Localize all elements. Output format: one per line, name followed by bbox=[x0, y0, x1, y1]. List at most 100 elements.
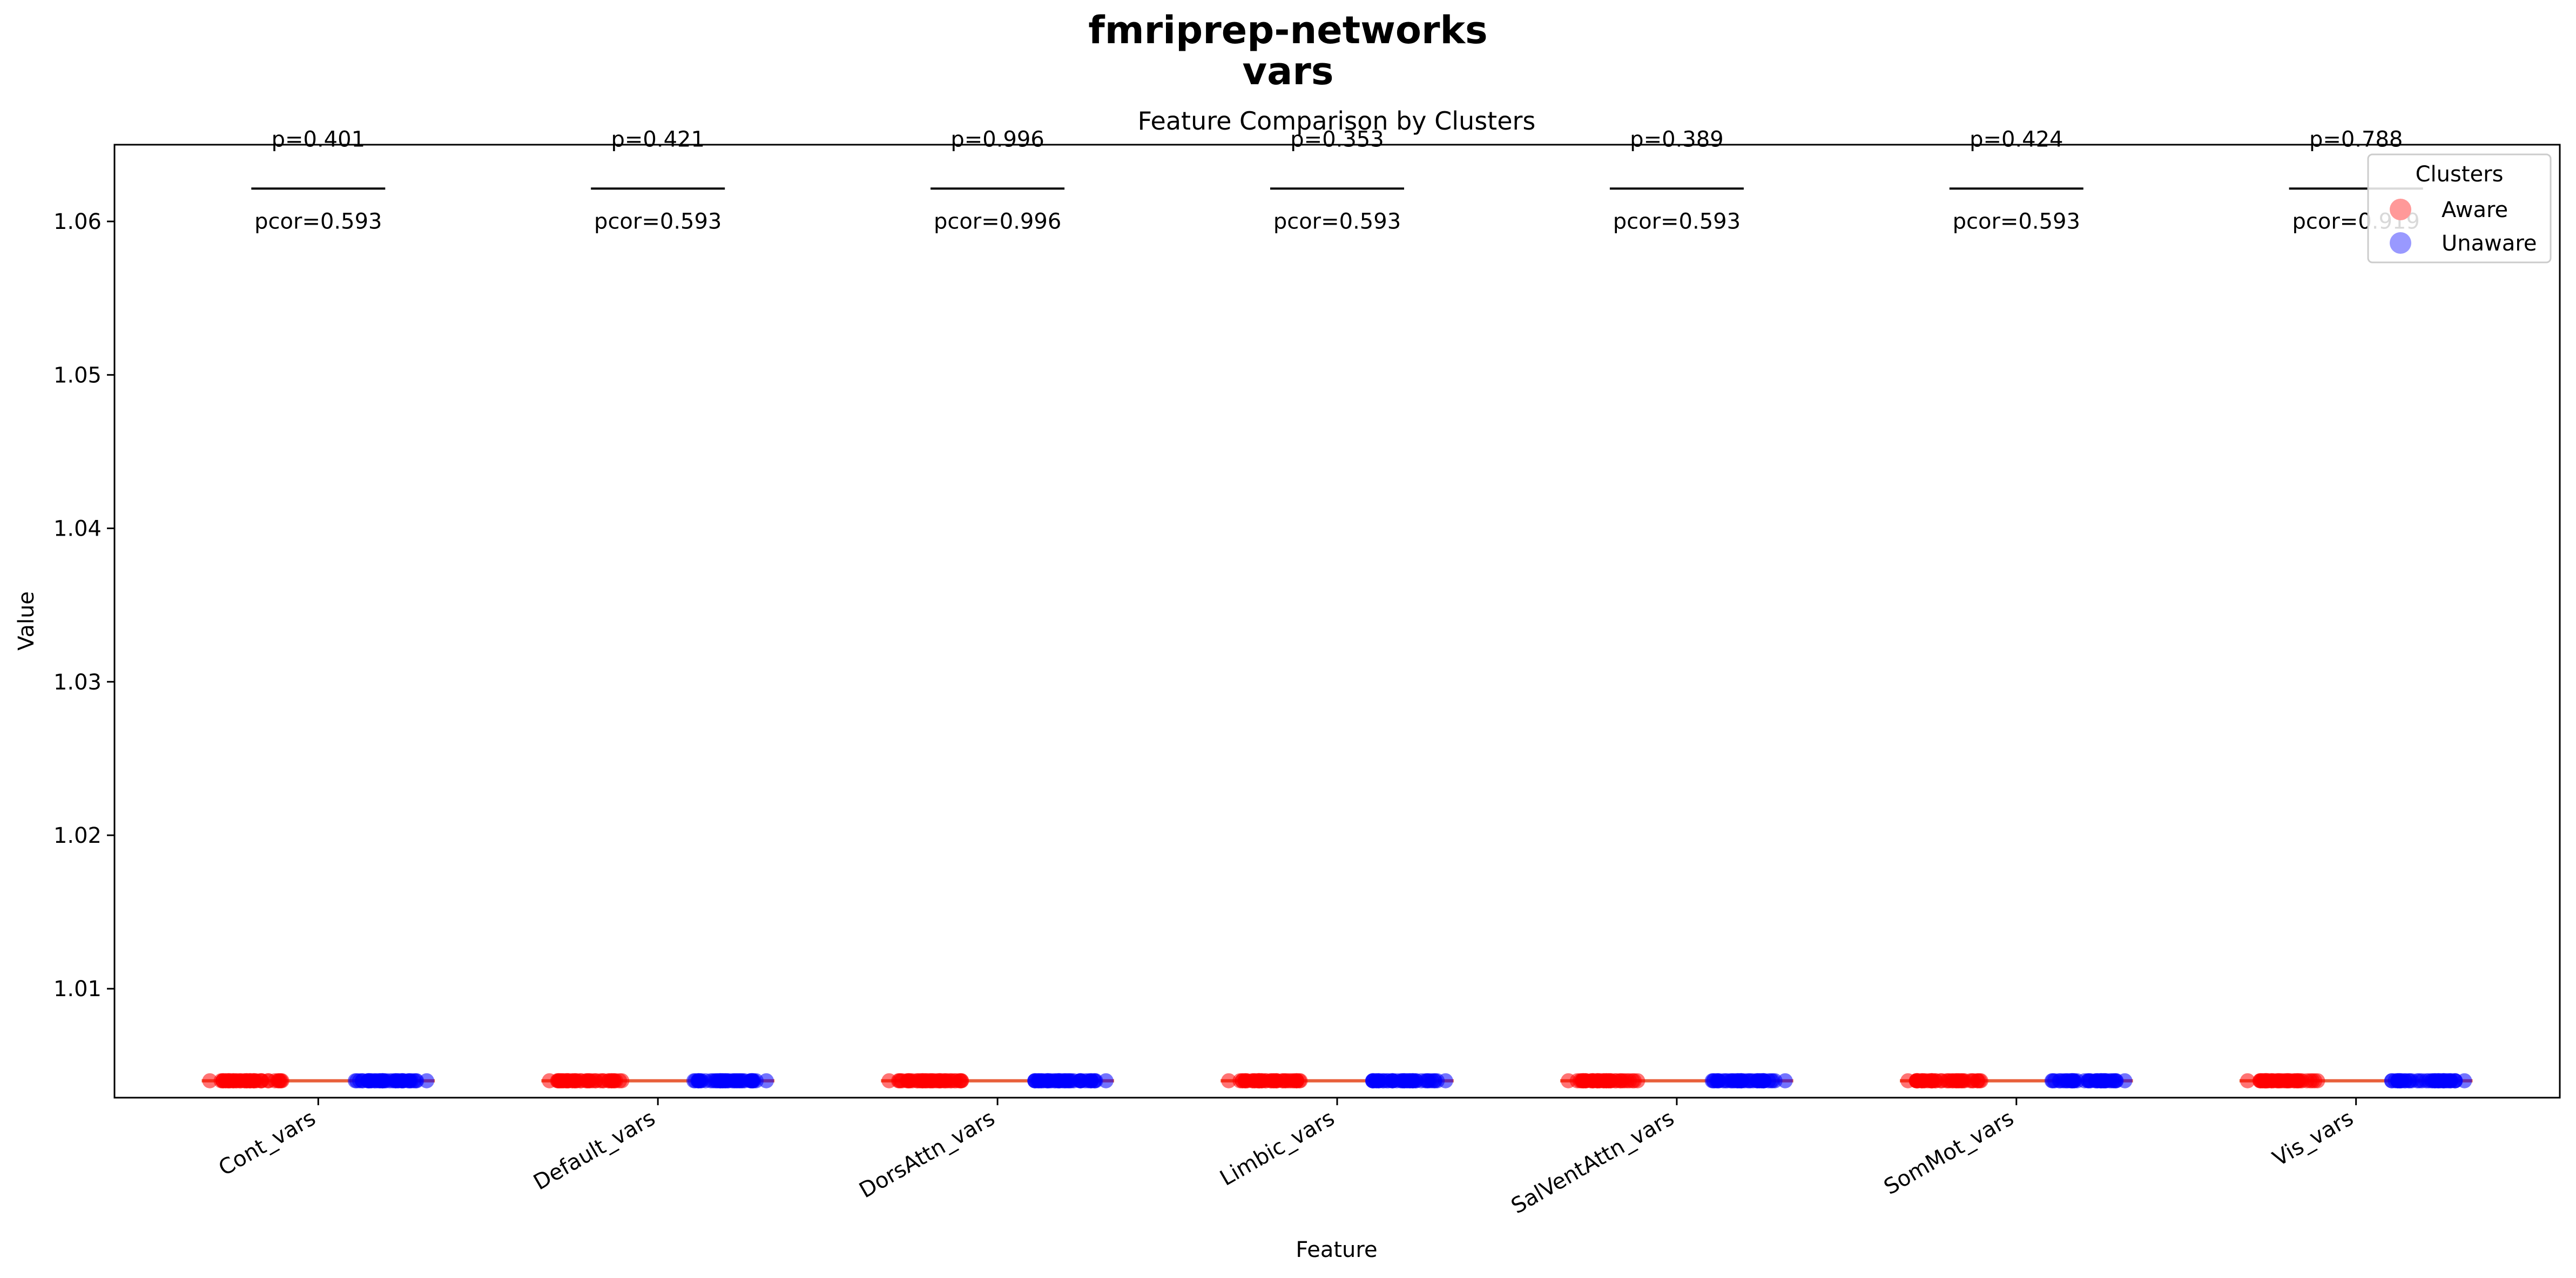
aware-point bbox=[270, 1073, 286, 1088]
aware-point bbox=[943, 1073, 959, 1088]
unaware-point bbox=[693, 1073, 709, 1088]
unaware-point bbox=[2457, 1073, 2472, 1088]
unaware-point bbox=[2064, 1073, 2079, 1088]
plot-layer: p=0.401 pcor=0.593 p=0.421 pcor=0.593 p=0.99… bbox=[201, 127, 2473, 1088]
unaware-point bbox=[1777, 1073, 1793, 1088]
p-value-label: p=0.401 bbox=[272, 127, 365, 152]
aware-point bbox=[542, 1073, 557, 1088]
unaware-point bbox=[1369, 1073, 1385, 1088]
aware-point bbox=[246, 1073, 261, 1088]
unaware-point bbox=[1710, 1073, 1726, 1088]
x-tick-label: Limbic_vars bbox=[1216, 1106, 1339, 1191]
pcor-value-label: pcor=0.593 bbox=[1613, 209, 1741, 234]
aware-point bbox=[1292, 1073, 1308, 1088]
legend-label-unaware: Unaware bbox=[2442, 231, 2537, 256]
legend-label-aware: Aware bbox=[2442, 198, 2508, 222]
unaware-point bbox=[1438, 1073, 1453, 1088]
aware-point bbox=[1928, 1073, 1944, 1088]
aware-point bbox=[1232, 1073, 1248, 1088]
pcor-value-label: pcor=0.593 bbox=[1273, 209, 1401, 234]
unaware-point bbox=[2391, 1073, 2407, 1088]
aware-point bbox=[881, 1073, 897, 1088]
figure-suptitle-line2: vars bbox=[1242, 49, 1334, 93]
unaware-point bbox=[745, 1073, 760, 1088]
x-axis-label: Feature bbox=[1296, 1238, 1377, 1262]
unaware-point bbox=[372, 1073, 387, 1088]
unaware-point bbox=[1406, 1073, 1421, 1088]
unaware-point bbox=[1734, 1073, 1749, 1088]
unaware-point bbox=[1426, 1073, 1442, 1088]
aware-point bbox=[233, 1073, 248, 1088]
aware-point bbox=[2261, 1073, 2276, 1088]
aware-point bbox=[561, 1073, 576, 1088]
unaware-point bbox=[1098, 1073, 1114, 1088]
unaware-point bbox=[2082, 1073, 2098, 1088]
unaware-point bbox=[1745, 1073, 1761, 1088]
p-value-label: p=0.996 bbox=[950, 127, 1044, 152]
y-axis-label: Value bbox=[14, 591, 39, 651]
unaware-point bbox=[2095, 1073, 2111, 1088]
p-value-label: p=0.424 bbox=[1970, 127, 2063, 152]
unaware-point bbox=[1756, 1073, 1772, 1088]
plot-frame bbox=[113, 144, 2561, 1099]
aware-point bbox=[1583, 1073, 1599, 1088]
y-tick-label: 1.05 bbox=[53, 363, 102, 388]
pcor-value-label: pcor=0.593 bbox=[594, 209, 721, 234]
aware-point bbox=[1900, 1073, 1916, 1088]
aware-point bbox=[2304, 1073, 2320, 1088]
chart-title: Feature Comparison by Clusters bbox=[1138, 106, 1536, 136]
unaware-point bbox=[759, 1073, 774, 1088]
x-tick-label: Cont_vars bbox=[214, 1106, 320, 1181]
unaware-point bbox=[1063, 1073, 1079, 1088]
legend-title: Clusters bbox=[2416, 162, 2504, 187]
aware-point bbox=[2271, 1073, 2287, 1088]
aware-point bbox=[1251, 1073, 1267, 1088]
x-tick-label: SomMot_vars bbox=[1880, 1106, 2018, 1200]
legend-marker-aware bbox=[2390, 199, 2411, 220]
unaware-point bbox=[2442, 1073, 2458, 1088]
x-tick-label: Default_vars bbox=[529, 1106, 659, 1195]
y-tick-label: 1.03 bbox=[53, 670, 102, 695]
y-tick-label: 1.02 bbox=[53, 823, 102, 848]
aware-point bbox=[1561, 1073, 1576, 1088]
pcor-value-label: pcor=0.996 bbox=[934, 209, 1061, 234]
legend-box bbox=[2367, 153, 2552, 263]
x-tick-label: DorsAttn_vars bbox=[855, 1106, 999, 1203]
unaware-point bbox=[2412, 1073, 2427, 1088]
p-value-label: p=0.788 bbox=[2309, 127, 2403, 152]
unaware-point bbox=[1052, 1073, 1068, 1088]
aware-point bbox=[1596, 1073, 1611, 1088]
axis-layer: 1.01 1.02 1.03 1.04 1.05 1.06 Cont_vars Default… bbox=[53, 209, 2358, 1219]
aware-point bbox=[1221, 1073, 1237, 1088]
aware-point bbox=[215, 1073, 231, 1088]
aware-point bbox=[2240, 1073, 2255, 1088]
aware-point bbox=[601, 1073, 617, 1088]
unaware-point bbox=[394, 1073, 409, 1088]
aware-point bbox=[928, 1073, 944, 1088]
aware-point bbox=[1965, 1073, 1981, 1088]
aware-point bbox=[2290, 1073, 2306, 1088]
y-tick-label: 1.04 bbox=[53, 517, 102, 542]
aware-point bbox=[1951, 1073, 1967, 1088]
unaware-point bbox=[2424, 1073, 2439, 1088]
unaware-point bbox=[360, 1073, 375, 1088]
unaware-point bbox=[2117, 1073, 2133, 1088]
y-tick-label: 1.01 bbox=[53, 977, 102, 1002]
unaware-point bbox=[2052, 1073, 2067, 1088]
x-tick-label: Vis_vars bbox=[2269, 1106, 2358, 1172]
aware-point bbox=[901, 1073, 916, 1088]
p-value-label: p=0.353 bbox=[1290, 127, 1384, 152]
pcor-value-label: pcor=0.593 bbox=[1953, 209, 2080, 234]
unaware-point bbox=[348, 1073, 363, 1088]
aware-point bbox=[202, 1073, 218, 1088]
pcor-value-label: pcor=0.593 bbox=[254, 209, 382, 234]
unaware-point bbox=[1088, 1073, 1103, 1088]
unaware-point bbox=[1384, 1073, 1400, 1088]
unaware-point bbox=[419, 1073, 435, 1088]
p-value-label: p=0.389 bbox=[1630, 127, 1723, 152]
aware-point bbox=[1624, 1073, 1640, 1088]
y-tick-label: 1.06 bbox=[53, 209, 102, 234]
legend: Clusters Aware Unaware bbox=[2367, 153, 2552, 263]
figure-suptitle-line1: fmriprep-networks bbox=[1088, 8, 1488, 52]
